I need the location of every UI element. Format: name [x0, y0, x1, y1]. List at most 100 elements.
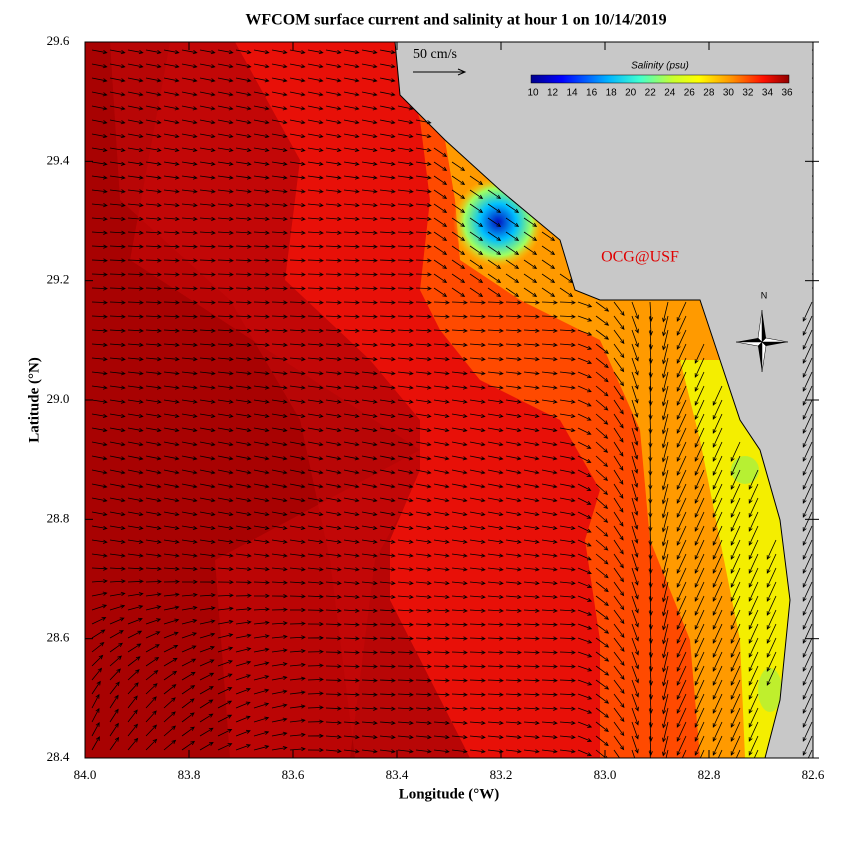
current-arrow: [343, 650, 360, 655]
current-arrow: [163, 684, 177, 695]
current-arrow: [91, 105, 108, 111]
current-arrow: [541, 511, 558, 517]
current-arrow: [199, 357, 216, 362]
current-arrow: [217, 700, 233, 709]
current-arrow: [145, 525, 162, 531]
current-arrow: [199, 686, 214, 695]
current-arrow: [325, 399, 342, 404]
current-arrow: [487, 553, 504, 558]
current-arrow: [199, 63, 216, 69]
current-arrow: [379, 272, 396, 277]
current-arrow: [109, 427, 126, 433]
x-tick-label: 83.6: [282, 767, 305, 782]
current-arrow: [109, 630, 124, 639]
current-arrow: [181, 579, 198, 585]
current-arrow: [523, 608, 540, 613]
current-arrow: [235, 606, 252, 612]
current-arrow: [559, 692, 576, 697]
current-arrow: [415, 357, 432, 362]
current-arrow: [361, 720, 378, 726]
current-arrow: [595, 455, 609, 467]
scale-arrow-head: [457, 68, 467, 76]
current-arrow: [361, 230, 378, 235]
current-arrow: [730, 735, 741, 756]
current-arrow: [631, 427, 639, 446]
current-arrow: [361, 735, 378, 740]
current-arrow: [397, 244, 414, 249]
current-arrow: [253, 230, 270, 235]
current-arrow: [811, 245, 813, 247]
current-arrow: [235, 77, 252, 83]
current-arrow: [109, 681, 120, 695]
current-arrow: [91, 371, 108, 376]
current-arrow: [343, 342, 360, 347]
current-arrow: [109, 286, 126, 291]
current-arrow: [433, 581, 450, 586]
current-arrow: [451, 273, 466, 283]
current-arrow: [469, 469, 486, 475]
current-arrow: [505, 525, 522, 531]
current-arrow: [379, 203, 396, 208]
current-arrow: [163, 119, 180, 125]
current-arrow: [379, 692, 396, 697]
current-arrow: [811, 217, 813, 219]
current-arrow: [694, 399, 705, 420]
current-arrow: [163, 91, 180, 97]
current-arrow: [397, 413, 414, 418]
current-arrow: [487, 539, 504, 544]
current-arrow: [469, 357, 486, 362]
current-arrow: [181, 133, 198, 139]
current-arrow: [253, 675, 270, 681]
current-arrow: [730, 567, 741, 588]
current-arrow: [307, 677, 324, 682]
current-arrow: [451, 441, 468, 447]
current-arrow: [662, 301, 669, 323]
current-arrow: [199, 579, 216, 585]
current-arrow: [541, 664, 558, 669]
current-arrow: [127, 385, 144, 390]
current-arrow: [397, 441, 414, 447]
current-arrow: [451, 314, 468, 319]
current-arrow: [811, 259, 813, 261]
current-arrow: [325, 244, 342, 249]
current-arrow: [766, 567, 777, 588]
current-arrow: [163, 357, 180, 362]
current-arrow: [676, 595, 687, 616]
current-arrow: [505, 357, 522, 362]
current-arrow: [145, 670, 159, 681]
current-arrow: [595, 651, 610, 662]
current-arrow: [577, 749, 592, 757]
current-arrow: [109, 708, 119, 723]
current-arrow: [163, 244, 180, 249]
current-arrow: [235, 593, 252, 598]
current-arrow: [523, 300, 540, 305]
current-arrow: [559, 650, 576, 655]
current-arrow: [289, 244, 306, 249]
current-arrow: [127, 566, 144, 571]
current-arrow: [379, 720, 396, 726]
current-arrow: [379, 49, 396, 55]
current-arrow: [665, 749, 669, 758]
current-arrow: [271, 607, 288, 612]
current-arrow: [253, 469, 270, 475]
current-arrow: [235, 715, 251, 723]
current-arrow: [145, 300, 162, 305]
current-arrow: [379, 469, 396, 475]
current-arrow: [676, 553, 687, 574]
current-arrow: [487, 581, 504, 586]
current-arrow: [766, 665, 777, 686]
current-arrow: [235, 314, 252, 319]
current-arrow: [451, 720, 468, 726]
current-arrow: [253, 49, 270, 55]
current-arrow: [648, 385, 653, 406]
current-arrow: [802, 623, 813, 644]
current-arrow: [541, 385, 558, 390]
current-arrow: [127, 105, 144, 111]
current-arrow: [523, 749, 540, 754]
current-arrow: [469, 539, 486, 544]
current-arrow: [109, 342, 126, 347]
current-arrow: [451, 413, 468, 418]
current-arrow: [661, 735, 669, 757]
current-arrow: [541, 678, 558, 683]
current-arrow: [289, 258, 306, 263]
